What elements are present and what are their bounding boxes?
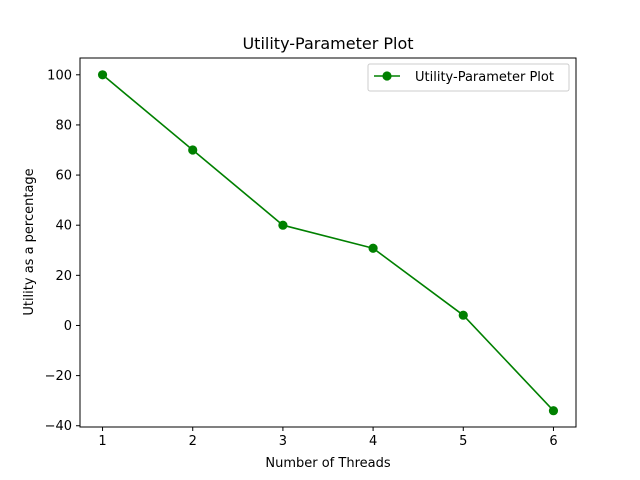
x-tick-label: 5 <box>459 434 467 449</box>
axes-frame <box>79 57 577 428</box>
data-point-1 <box>97 70 108 80</box>
y-tick-label: −20 <box>45 369 72 384</box>
data-point-6 <box>548 406 559 416</box>
plot-area: 1 2 3 4 5 6 −40 −20 0 20 40 60 80 100 <box>45 57 577 449</box>
y-axis-label: Utility as a percentage <box>22 168 37 315</box>
data-point-3 <box>278 220 288 230</box>
x-tick-label: 4 <box>369 434 377 449</box>
y-tick-label: 80 <box>55 118 72 133</box>
data-point-5 <box>458 310 468 320</box>
y-tick-label: −40 <box>45 419 72 434</box>
y-tick-label: 60 <box>55 169 72 184</box>
legend-box <box>367 63 570 92</box>
data-point-4 <box>368 243 378 253</box>
x-tick-label: 3 <box>279 434 287 449</box>
x-tick-label: 2 <box>189 434 197 449</box>
series-line-0 <box>102 74 555 412</box>
y-tick-label: 40 <box>55 219 72 234</box>
legend-marker-sample <box>382 71 392 81</box>
x-tick-label: 1 <box>98 434 106 449</box>
legend-entry-label: Utility-Parameter Plot <box>415 70 554 85</box>
data-point-2 <box>188 145 198 155</box>
y-tick-label: 0 <box>64 319 72 334</box>
chart-title: Utility-Parameter Plot <box>242 34 413 53</box>
y-tick-label: 100 <box>47 68 72 83</box>
legend: Utility-Parameter Plot <box>367 63 570 92</box>
x-tick-label: 6 <box>549 434 557 449</box>
y-tick-label: 20 <box>55 269 72 284</box>
x-axis-label: Number of Threads <box>265 456 390 471</box>
